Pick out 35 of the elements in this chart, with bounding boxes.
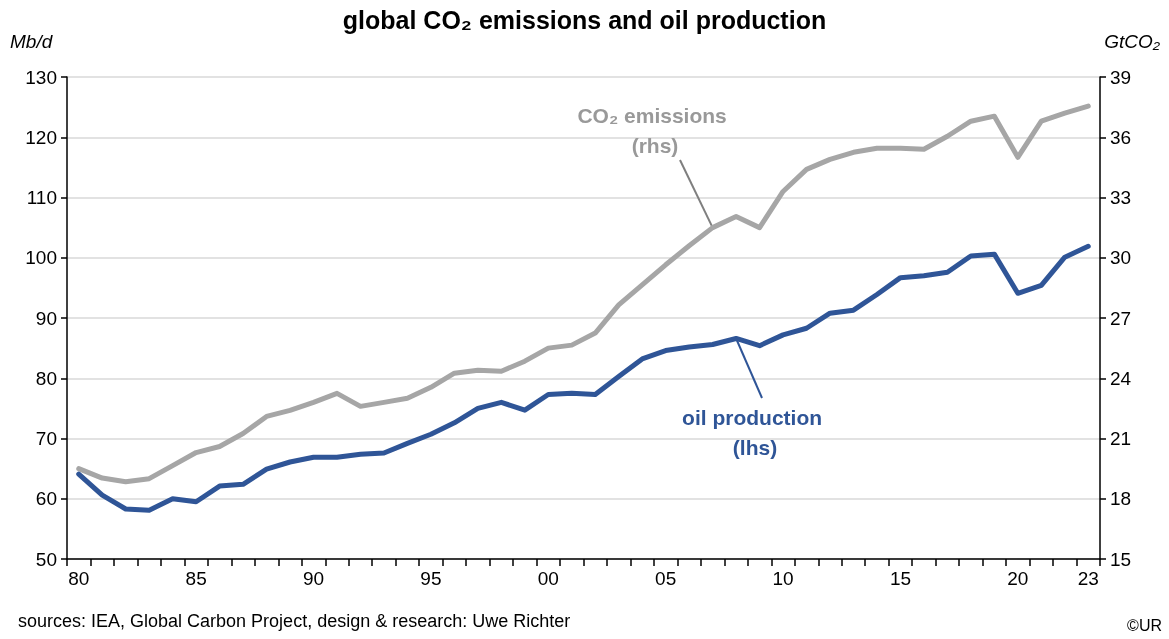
y2-tick-label: 36 [1110,126,1132,148]
text: ©UR [1127,616,1162,634]
y2-tick-label: 21 [1110,428,1132,449]
y2-tick-label: 24 [1110,367,1132,389]
y-tick-label: 50 [35,548,57,570]
y2-tick-label: 39 [1110,66,1132,88]
y-tick-label: 100 [25,247,57,269]
y2-tick-label: 33 [1110,187,1132,208]
y2-tick-label: 18 [1110,488,1132,510]
y-tick-label: 110 [26,187,57,208]
y-tick-label: 130 [25,66,57,88]
y-axis-title: Mb/d [10,31,54,52]
text: CO₂ emissions (rhs) [577,103,733,157]
y2-tick-label: 27 [1110,307,1132,329]
x-tick-label: 80 [68,568,90,589]
x-tick-label: 85 [185,568,207,589]
x-tick-label: 10 [772,568,794,589]
x-tick-label: 90 [302,568,325,589]
x-tick-label: 20 [1007,568,1029,589]
x-tick-label: 23 [1077,568,1099,589]
y-tick-label: 70 [35,428,57,449]
y-tick-label: 60 [35,488,57,510]
chart-title: global CO₂ emissions and oil production [342,5,827,34]
y2-axis-title: GtCO₂ [1104,31,1161,52]
text: oil production (lhs) [682,405,828,459]
x-tick-label: 00 [537,568,559,589]
source-note: sources: IEA, Global Carbon Project, design & research: Uwe Richter [18,611,571,631]
y-tick-label: 90 [35,307,57,329]
y2-tick-label: 30 [1110,247,1132,269]
x-tick-label: 95 [420,568,442,589]
y-tick-label: 80 [35,367,57,389]
x-tick-label: 15 [889,568,912,589]
y-tick-label: 120 [25,126,57,148]
x-tick-label: 05 [655,568,677,589]
y2-tick-label: 15 [1110,548,1132,570]
